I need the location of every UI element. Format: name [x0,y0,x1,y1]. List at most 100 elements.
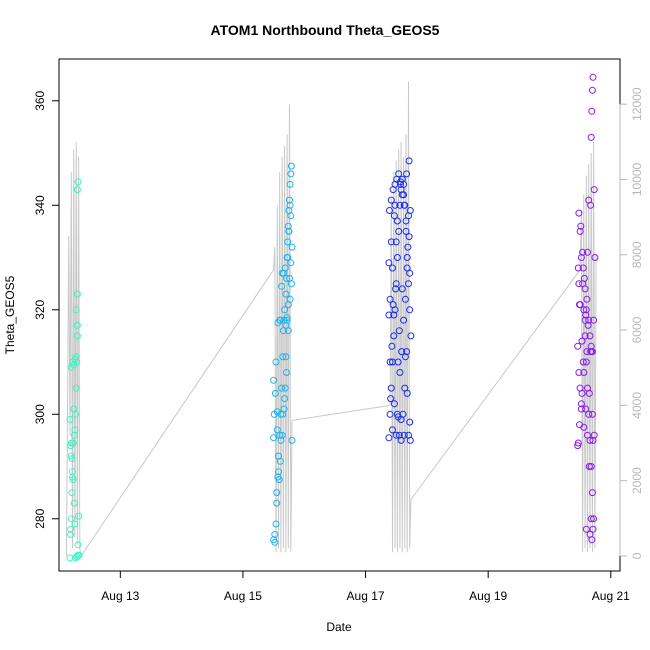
data-point [400,431,408,439]
data-point [392,238,400,246]
y-tick-label: 340 [33,195,47,215]
data-point [576,301,583,309]
data-point [68,489,76,497]
data-point [406,436,414,444]
data-point [72,384,80,392]
data-point [401,295,409,303]
data-point [74,178,82,186]
x-tick-label: Aug 19 [469,589,507,603]
data-point [285,227,293,235]
data-point [582,311,590,319]
data-point [397,178,404,186]
data-point [67,442,75,450]
data-point [392,285,400,293]
data-point [71,520,79,528]
data-point [395,227,403,235]
data-point [73,186,81,194]
data-point [67,515,75,523]
data-point [407,332,415,340]
y2-tick-label: 4000 [630,392,644,419]
data-point [271,538,279,546]
data-point [591,254,599,261]
data-point [389,264,396,272]
data-point [288,243,296,251]
data-point [279,410,287,418]
data-point [278,282,286,290]
data-point [282,290,290,298]
data-point [585,316,593,324]
data-point [287,259,295,267]
data-point [390,311,398,319]
data-point [588,536,596,544]
data-point [392,280,400,288]
data-point [584,431,591,439]
y2-tick-label: 8000 [630,241,644,268]
data-point [275,476,283,484]
data-point [583,295,591,303]
data-point [584,248,591,256]
data-point [385,259,393,267]
x-tick-label: Aug 13 [101,589,139,603]
data-point [590,316,598,324]
data-point [387,384,395,392]
data-point [406,269,414,277]
data-point [576,227,584,235]
data-point [397,180,404,188]
data-point [395,170,403,178]
x-axis-label: Date [326,620,352,634]
data-point [272,358,280,366]
data-point [75,551,83,559]
data-point [286,201,294,209]
chart-title: ATOM1 Northbound Theta_GEOS5 [211,22,440,38]
data-point [67,452,75,460]
data-point [287,170,295,178]
data-point [390,212,398,220]
data-point [405,157,413,165]
plot-border [58,58,621,572]
data-point [581,332,589,340]
data-point [406,306,414,314]
data-point [589,73,597,81]
data-point [286,180,294,188]
data-point [288,436,296,444]
data-point [588,410,596,418]
data-point [273,489,281,497]
data-point [272,520,280,528]
data-point [270,434,278,442]
data-point [281,264,289,272]
data-point [579,248,587,256]
x-tick-label: Aug 21 [592,589,630,603]
data-point [270,376,278,384]
data-point [577,254,585,261]
data-point [385,311,393,319]
data-point [590,186,598,194]
data-point [574,342,582,350]
data-point [279,353,287,361]
data-point [277,436,285,444]
series-3 [385,157,415,444]
data-point [386,295,394,303]
data-point [287,162,295,170]
data-point [283,314,291,322]
data-point [276,457,284,465]
data-point [577,222,585,230]
data-point [577,405,585,413]
data-point [581,316,589,324]
y2-tick-label: 6000 [630,316,644,343]
data-point [390,400,398,408]
data-point [400,201,408,209]
data-point [70,431,78,439]
data-point [283,369,290,376]
data-point [70,499,78,507]
data-point [580,274,588,282]
y2-tick-label: 2000 [630,467,644,494]
y-tick-label: 280 [33,508,47,528]
data-point [70,405,78,413]
data-point [405,233,413,241]
y-tick-label: 320 [33,299,47,319]
data-point [390,332,398,340]
data-point [278,384,286,392]
data-point [278,269,286,277]
data-point [581,285,589,293]
data-point [72,306,80,314]
